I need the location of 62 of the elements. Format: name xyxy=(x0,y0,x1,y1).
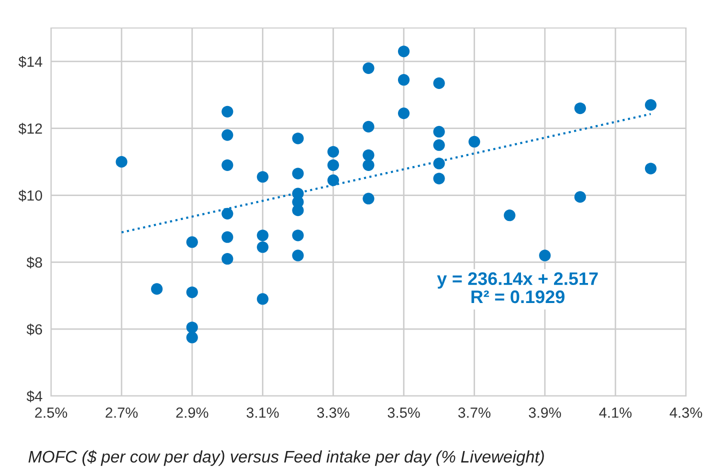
x-tick-label: 3.5% xyxy=(388,407,420,418)
point xyxy=(186,322,198,334)
point xyxy=(574,102,586,114)
point xyxy=(292,132,304,144)
point xyxy=(398,46,410,58)
point xyxy=(433,126,445,138)
point xyxy=(327,146,340,158)
point xyxy=(256,293,268,305)
y-tick-label: $6 xyxy=(26,324,42,336)
point xyxy=(186,286,198,298)
point xyxy=(362,159,374,171)
text: MOFC ($ per cow per day) versus Feed intake per day (% Liveweight) xyxy=(28,450,544,466)
point xyxy=(362,192,374,204)
point xyxy=(116,156,128,168)
x-tick-label: 4.3% xyxy=(670,407,702,418)
point xyxy=(222,208,234,220)
point xyxy=(504,210,516,222)
point xyxy=(468,136,480,148)
point xyxy=(433,77,445,90)
point xyxy=(362,120,374,132)
x-tick-label: 2.7% xyxy=(106,407,138,418)
point xyxy=(644,162,657,174)
point xyxy=(151,283,163,295)
point xyxy=(292,204,304,216)
point xyxy=(292,230,304,242)
point xyxy=(222,159,234,171)
point xyxy=(398,74,410,86)
x-tick-label: 4.1% xyxy=(599,408,632,418)
point xyxy=(222,106,234,118)
point xyxy=(433,158,445,170)
point xyxy=(644,99,657,111)
point xyxy=(222,231,234,243)
point xyxy=(327,174,340,186)
point xyxy=(256,171,268,183)
point xyxy=(433,172,445,184)
point xyxy=(292,168,304,180)
point xyxy=(362,62,374,74)
x-tick-label: 2.5% xyxy=(35,407,68,418)
point xyxy=(222,253,234,265)
point xyxy=(362,149,374,161)
annotation: y = 236.14x + 2.517 R² = 0.1929 xyxy=(437,272,598,304)
point xyxy=(186,332,198,344)
x-tick-label: 2.9% xyxy=(176,407,208,418)
point xyxy=(398,108,410,120)
x-tick-label: 3.3% xyxy=(317,407,350,418)
point xyxy=(256,241,268,253)
point xyxy=(574,191,586,203)
x-tick-label: 3.9% xyxy=(528,407,561,418)
x-tick-label: 3.1% xyxy=(246,407,279,418)
y-tick-label: $10 xyxy=(18,190,42,202)
point xyxy=(539,250,551,262)
point xyxy=(256,230,268,242)
y-tick-label: $8 xyxy=(26,256,42,268)
point xyxy=(327,159,340,171)
point xyxy=(433,139,445,151)
point xyxy=(292,250,304,262)
y-tick-label: $4 xyxy=(26,390,42,402)
y-tick-label: $12 xyxy=(18,122,42,135)
x-tick-label: 3.7% xyxy=(458,407,490,418)
y-tick-label: $14 xyxy=(18,56,42,68)
point xyxy=(186,236,198,248)
point xyxy=(222,129,234,141)
